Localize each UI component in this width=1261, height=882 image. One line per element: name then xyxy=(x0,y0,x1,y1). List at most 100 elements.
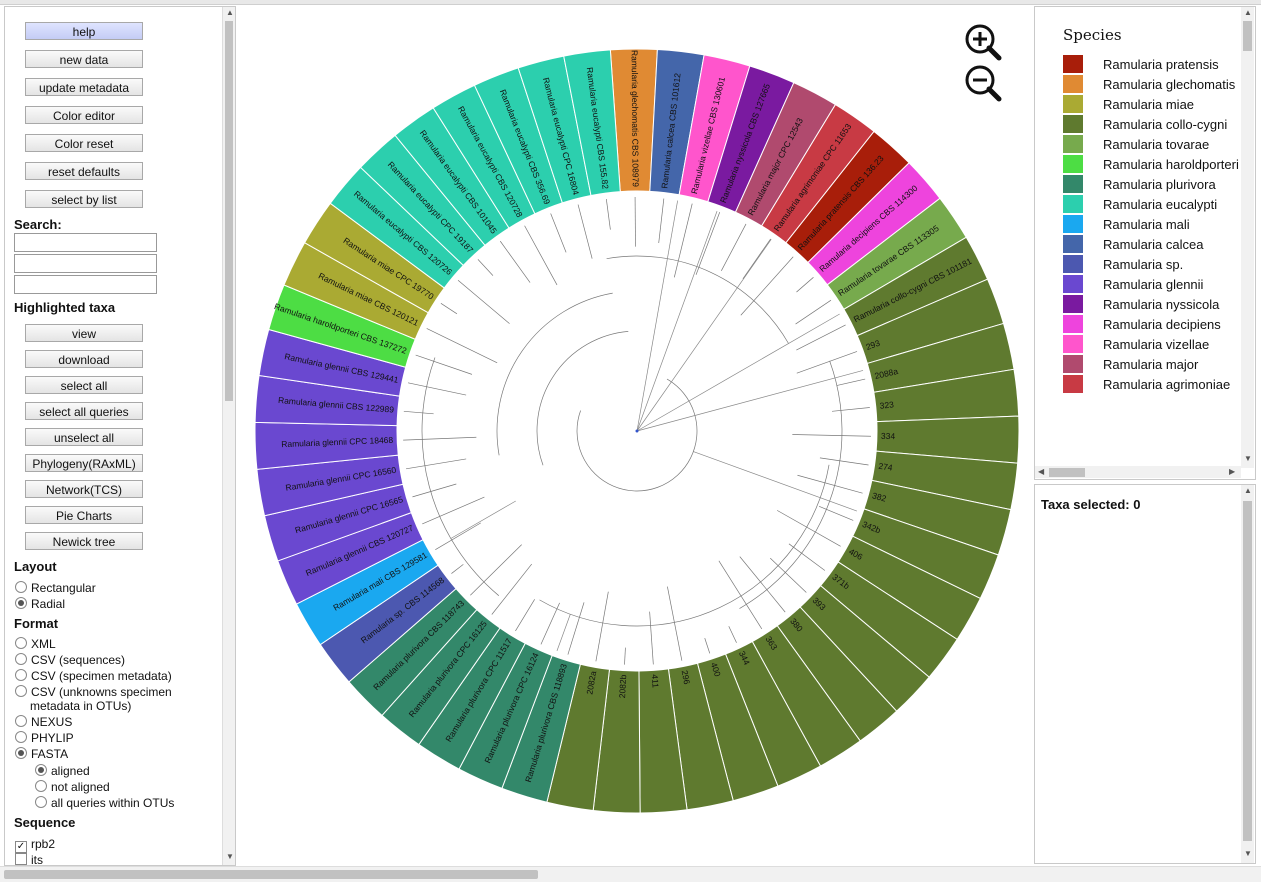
download-button[interactable]: download xyxy=(25,350,143,368)
scroll-up-arrow-icon[interactable]: ▲ xyxy=(1244,486,1252,495)
legend-color-swatch[interactable] xyxy=(1063,375,1083,393)
legend-color-swatch[interactable] xyxy=(1063,295,1083,313)
legend-item-ramularia-decipiens[interactable]: Ramularia decipiens xyxy=(1063,315,1256,335)
radio-button[interactable] xyxy=(15,653,27,665)
legend-item-ramularia-eucalypti[interactable]: Ramularia eucalypti xyxy=(1063,195,1256,215)
legend-color-swatch[interactable] xyxy=(1063,135,1083,153)
legend-item-ramularia-pratensis[interactable]: Ramularia pratensis xyxy=(1063,55,1256,75)
legend-item-ramularia-glechomatis[interactable]: Ramularia glechomatis xyxy=(1063,75,1256,95)
select-all-button[interactable]: select all xyxy=(25,376,143,394)
legend-item-ramularia-glennii[interactable]: Ramularia glennii xyxy=(1063,275,1256,295)
fasta-option[interactable]: FASTA xyxy=(15,747,68,761)
scroll-down-arrow-icon[interactable]: ▼ xyxy=(226,852,234,861)
legend-item-ramularia-collo-cygni[interactable]: Ramularia collo-cygni xyxy=(1063,115,1256,135)
left-panel-scrollbar[interactable]: ▲ ▼ xyxy=(222,7,235,865)
newick-tree-button[interactable]: Newick tree xyxy=(25,532,143,550)
its-option[interactable]: its xyxy=(15,853,43,866)
radio-button[interactable] xyxy=(35,796,47,808)
legend-color-swatch[interactable] xyxy=(1063,255,1083,273)
radio-button[interactable] xyxy=(15,581,27,593)
legend-color-swatch[interactable] xyxy=(1063,55,1083,73)
legend-item-ramularia-haroldporteri[interactable]: Ramularia haroldporteri xyxy=(1063,155,1256,175)
update-metadata-button[interactable]: update metadata xyxy=(25,78,143,96)
select-all-queries-button[interactable]: select all queries xyxy=(25,402,143,420)
unselect-all-button[interactable]: unselect all xyxy=(25,428,143,446)
scroll-right-arrow-icon[interactable]: ▶ xyxy=(1229,467,1235,476)
legend-item-ramularia-major[interactable]: Ramularia major xyxy=(1063,355,1256,375)
color-reset-button[interactable]: Color reset xyxy=(25,134,143,152)
checkbox[interactable] xyxy=(15,853,27,865)
radial-option[interactable]: Radial xyxy=(15,597,65,611)
radio-button[interactable] xyxy=(15,669,27,681)
network-tcs-button[interactable]: Network(TCS) xyxy=(25,480,143,498)
scrollbar-thumb[interactable] xyxy=(225,21,233,401)
page-horizontal-scrollbar[interactable] xyxy=(0,866,1261,882)
legend-item-ramularia-vizellae[interactable]: Ramularia vizellae xyxy=(1063,335,1256,355)
legend-color-swatch[interactable] xyxy=(1063,175,1083,193)
legend-horizontal-scrollbar[interactable]: ◀ ▶ xyxy=(1035,466,1241,478)
legend-color-swatch[interactable] xyxy=(1063,335,1083,353)
radio-button[interactable] xyxy=(15,637,27,649)
scroll-left-arrow-icon[interactable]: ◀ xyxy=(1038,467,1044,476)
legend-color-swatch[interactable] xyxy=(1063,355,1083,373)
new-data-button[interactable]: new data xyxy=(25,50,143,68)
tree-root-node[interactable] xyxy=(636,430,639,433)
radio-button[interactable] xyxy=(15,731,27,743)
csv-specimen-metadata-option[interactable]: CSV (specimen metadata) xyxy=(15,669,172,683)
search-input-1[interactable] xyxy=(14,233,157,252)
legend-color-swatch[interactable] xyxy=(1063,315,1083,333)
rpb2-option[interactable]: ✓rpb2 xyxy=(15,837,55,853)
radio-button[interactable] xyxy=(15,597,27,609)
reset-defaults-button[interactable]: reset defaults xyxy=(25,162,143,180)
search-input-3[interactable] xyxy=(14,275,157,294)
scroll-down-arrow-icon[interactable]: ▼ xyxy=(1244,454,1252,463)
not-aligned-option[interactable]: not aligned xyxy=(35,780,110,794)
nexus-option[interactable]: NEXUS xyxy=(15,715,72,729)
scrollbar-thumb[interactable] xyxy=(1049,468,1085,477)
csv-sequences-option[interactable]: CSV (sequences) xyxy=(15,653,125,667)
color-editor-button[interactable]: Color editor xyxy=(25,106,143,124)
radio-button[interactable] xyxy=(35,764,47,776)
radio-button[interactable] xyxy=(15,747,27,759)
legend-color-swatch[interactable] xyxy=(1063,95,1083,113)
legend-color-swatch[interactable] xyxy=(1063,275,1083,293)
legend-item-ramularia-calcea[interactable]: Ramularia calcea xyxy=(1063,235,1256,255)
scroll-down-arrow-icon[interactable]: ▼ xyxy=(1244,849,1252,858)
legend-item-ramularia-nyssicola[interactable]: Ramularia nyssicola xyxy=(1063,295,1256,315)
legend-vertical-scrollbar[interactable]: ▲ ▼ xyxy=(1241,7,1254,468)
legend-color-swatch[interactable] xyxy=(1063,75,1083,93)
pie-charts-button[interactable]: Pie Charts xyxy=(25,506,143,524)
rectangular-option[interactable]: Rectangular xyxy=(15,581,96,595)
legend-item-ramularia-plurivora[interactable]: Ramularia plurivora xyxy=(1063,175,1256,195)
aligned-option[interactable]: aligned xyxy=(35,764,90,778)
legend-color-swatch[interactable] xyxy=(1063,195,1083,213)
zoom-in-icon[interactable] xyxy=(963,22,1003,62)
legend-item-ramularia-mali[interactable]: Ramularia mali xyxy=(1063,215,1256,235)
help-button[interactable]: help xyxy=(25,22,143,40)
legend-color-swatch[interactable] xyxy=(1063,155,1083,173)
select-by-list-button[interactable]: select by list xyxy=(25,190,143,208)
legend-item-ramularia-miae[interactable]: Ramularia miae xyxy=(1063,95,1256,115)
scrollbar-thumb[interactable] xyxy=(1243,501,1252,841)
xml-option[interactable]: XML xyxy=(15,637,56,651)
scrollbar-thumb[interactable] xyxy=(1243,21,1252,51)
scroll-up-arrow-icon[interactable]: ▲ xyxy=(1244,8,1252,17)
all-queries-within-otus-option[interactable]: all queries within OTUs xyxy=(35,796,174,810)
radio-button[interactable] xyxy=(35,780,47,792)
radio-button[interactable] xyxy=(15,685,27,697)
phylogeny-raxml-button[interactable]: Phylogeny(RAxML) xyxy=(25,454,143,472)
legend-item-ramularia-tovarae[interactable]: Ramularia tovarae xyxy=(1063,135,1256,155)
legend-color-swatch[interactable] xyxy=(1063,115,1083,133)
view-button[interactable]: view xyxy=(25,324,143,342)
scroll-up-arrow-icon[interactable]: ▲ xyxy=(226,8,234,17)
legend-item-ramularia-sp[interactable]: Ramularia sp. xyxy=(1063,255,1256,275)
search-input-2[interactable] xyxy=(14,254,157,273)
radio-button[interactable] xyxy=(15,715,27,727)
legend-color-swatch[interactable] xyxy=(1063,235,1083,253)
legend-color-swatch[interactable] xyxy=(1063,215,1083,233)
selected-vertical-scrollbar[interactable]: ▲ ▼ xyxy=(1241,485,1254,863)
checkbox[interactable]: ✓ xyxy=(15,841,27,853)
